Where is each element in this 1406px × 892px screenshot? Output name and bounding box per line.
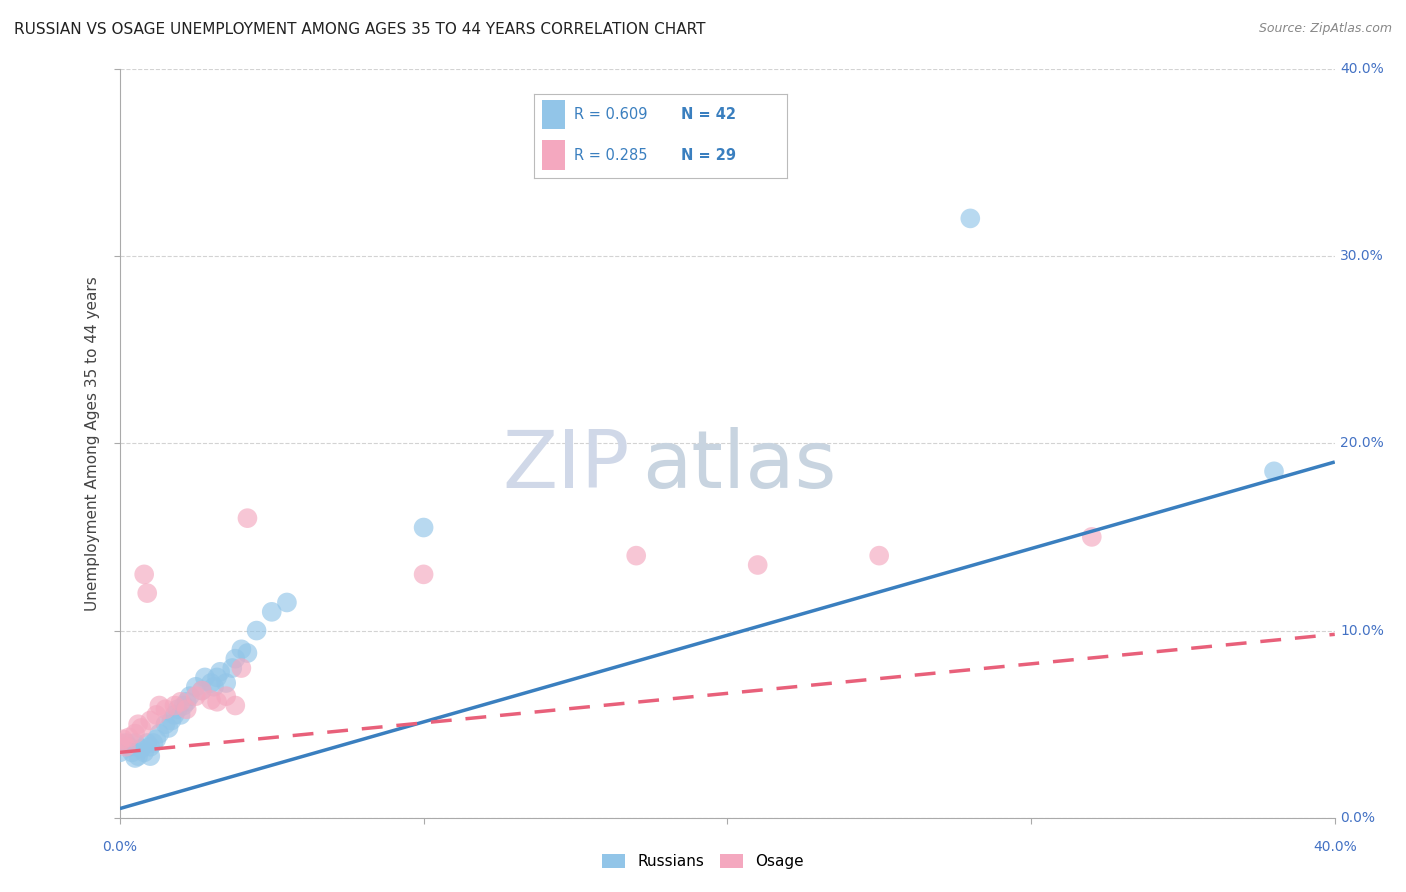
Point <box>169 707 191 722</box>
Point <box>1263 464 1285 478</box>
Point <box>221 661 243 675</box>
Point <box>115 739 138 754</box>
Point <box>136 736 159 750</box>
Point <box>215 689 238 703</box>
Point <box>176 695 198 709</box>
Point <box>959 211 981 226</box>
Point <box>145 707 167 722</box>
Point <box>127 717 149 731</box>
Point <box>215 676 238 690</box>
Point <box>166 702 188 716</box>
Point <box>412 567 434 582</box>
Point <box>160 714 183 728</box>
Y-axis label: Unemployment Among Ages 35 to 44 years: Unemployment Among Ages 35 to 44 years <box>86 276 100 611</box>
Point <box>236 511 259 525</box>
Point <box>108 745 131 759</box>
Point <box>124 751 146 765</box>
Point <box>118 739 141 754</box>
Point <box>202 680 225 694</box>
Point <box>155 717 177 731</box>
Text: atlas: atlas <box>643 426 837 505</box>
Point <box>236 646 259 660</box>
Point <box>205 670 228 684</box>
Text: R = 0.609: R = 0.609 <box>574 107 647 122</box>
Text: 20.0%: 20.0% <box>1340 436 1384 450</box>
Point <box>139 749 162 764</box>
Text: 0.0%: 0.0% <box>1340 811 1375 825</box>
Point <box>139 714 162 728</box>
Point <box>231 642 253 657</box>
Point <box>205 695 228 709</box>
Legend: Russians, Osage: Russians, Osage <box>596 848 810 875</box>
Point <box>124 736 146 750</box>
Point <box>209 665 232 679</box>
Point <box>868 549 890 563</box>
Point <box>200 693 222 707</box>
Text: N = 42: N = 42 <box>681 107 737 122</box>
Point <box>179 689 201 703</box>
Point <box>136 586 159 600</box>
Text: Source: ZipAtlas.com: Source: ZipAtlas.com <box>1258 22 1392 36</box>
Point <box>184 689 207 703</box>
Point <box>231 661 253 675</box>
Point <box>142 736 165 750</box>
Point <box>260 605 283 619</box>
Text: ZIP: ZIP <box>503 426 630 505</box>
Point <box>1081 530 1104 544</box>
Point <box>134 745 156 759</box>
Point <box>200 676 222 690</box>
Point <box>163 707 186 722</box>
Point <box>139 739 162 754</box>
Point <box>148 726 170 740</box>
Point <box>111 732 134 747</box>
Text: R = 0.285: R = 0.285 <box>574 147 647 162</box>
Point <box>121 745 143 759</box>
Point <box>191 683 214 698</box>
Point <box>224 698 246 713</box>
Point <box>747 558 769 572</box>
Point <box>224 651 246 665</box>
Point <box>412 520 434 534</box>
Bar <box>541 100 565 129</box>
Point <box>276 595 298 609</box>
Point <box>127 749 149 764</box>
Point <box>134 567 156 582</box>
Text: 10.0%: 10.0% <box>1340 624 1385 638</box>
Point <box>129 741 152 756</box>
Point <box>157 721 180 735</box>
Point <box>245 624 267 638</box>
Bar <box>541 140 565 169</box>
Point <box>108 736 131 750</box>
Point <box>124 726 146 740</box>
Point <box>191 683 214 698</box>
Point <box>163 698 186 713</box>
Point <box>169 695 191 709</box>
Point <box>155 702 177 716</box>
Text: 30.0%: 30.0% <box>1340 249 1384 263</box>
Point <box>176 702 198 716</box>
Point <box>184 680 207 694</box>
Point <box>194 670 217 684</box>
Point <box>118 731 141 745</box>
Point <box>145 732 167 747</box>
Text: N = 29: N = 29 <box>681 147 737 162</box>
Point <box>148 698 170 713</box>
Point <box>129 721 152 735</box>
Text: 40.0%: 40.0% <box>1313 840 1357 855</box>
Point <box>115 736 138 750</box>
Point <box>173 698 195 713</box>
Text: 0.0%: 0.0% <box>103 840 138 855</box>
Point <box>624 549 647 563</box>
Text: RUSSIAN VS OSAGE UNEMPLOYMENT AMONG AGES 35 TO 44 YEARS CORRELATION CHART: RUSSIAN VS OSAGE UNEMPLOYMENT AMONG AGES… <box>14 22 706 37</box>
Text: 40.0%: 40.0% <box>1340 62 1384 76</box>
